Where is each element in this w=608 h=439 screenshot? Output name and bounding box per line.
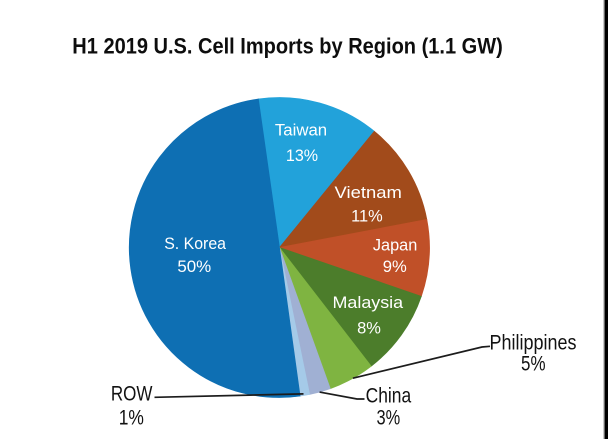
- svg-text:China: China: [366, 384, 412, 408]
- svg-text:ROW: ROW: [111, 382, 153, 406]
- svg-text:Philippines: Philippines: [490, 330, 577, 354]
- svg-text:5%: 5%: [521, 352, 546, 376]
- svg-text:8%: 8%: [357, 318, 381, 337]
- svg-text:3%: 3%: [377, 406, 401, 430]
- svg-text:13%: 13%: [286, 146, 318, 165]
- svg-text:50%: 50%: [177, 257, 211, 276]
- svg-text:Japan: Japan: [373, 235, 417, 254]
- svg-text:Malaysia: Malaysia: [333, 293, 404, 312]
- svg-text:9%: 9%: [383, 257, 407, 276]
- svg-text:Taiwan: Taiwan: [275, 121, 327, 140]
- svg-text:1%: 1%: [119, 406, 144, 430]
- svg-text:S. Korea: S. Korea: [164, 234, 226, 253]
- svg-text:Vietnam: Vietnam: [335, 183, 402, 202]
- svg-text:H1 2019 U.S. Cell Imports by R: H1 2019 U.S. Cell Imports by Region (1.1…: [72, 33, 503, 58]
- svg-text:11%: 11%: [351, 206, 383, 225]
